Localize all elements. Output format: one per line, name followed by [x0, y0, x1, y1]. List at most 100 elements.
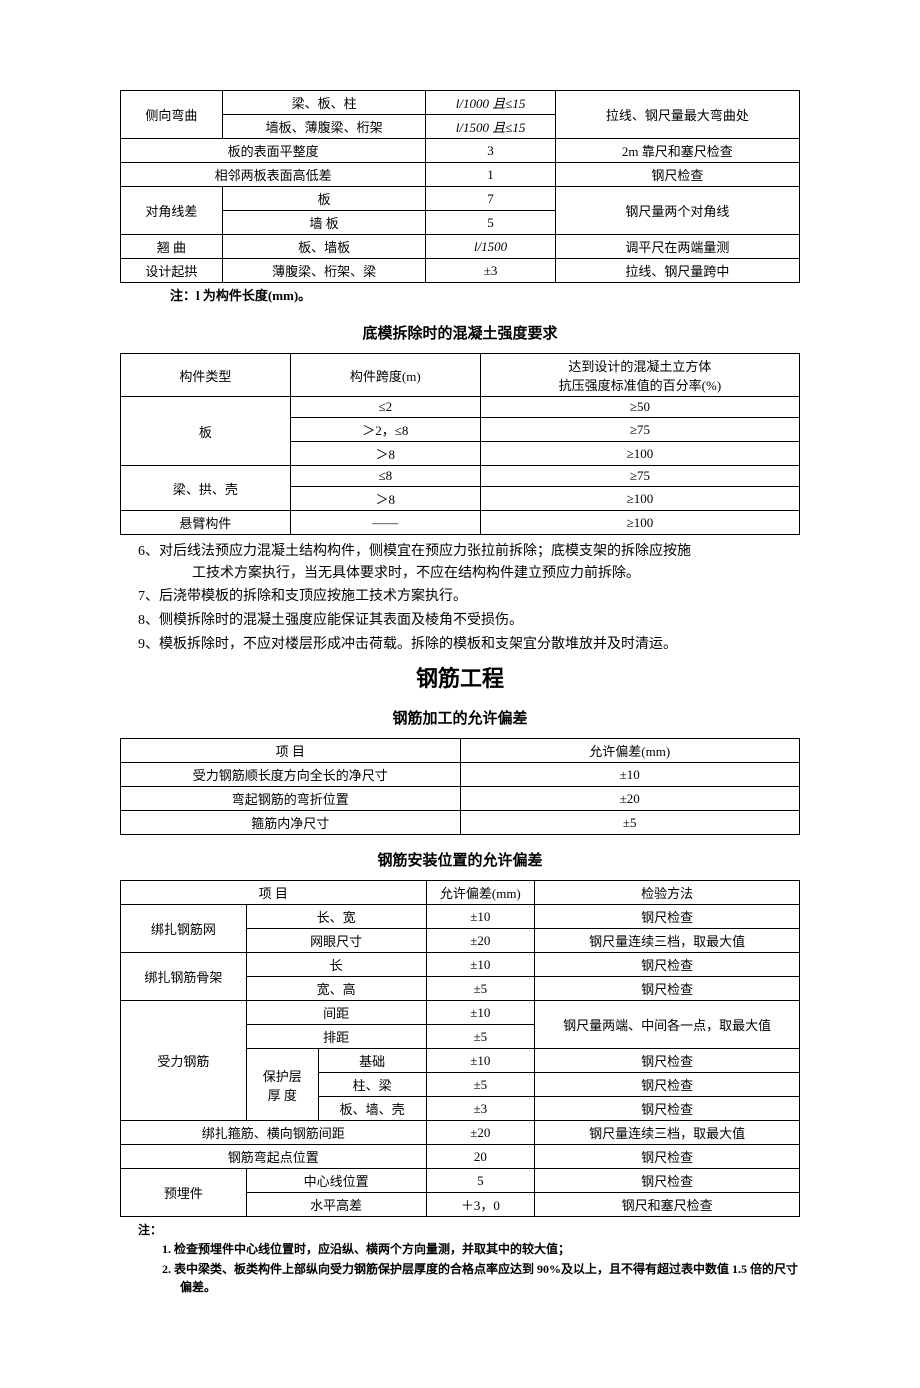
header-cell: 构件类型	[121, 354, 291, 397]
footnotes: 注： 1. 检查预埋件中心线位置时，应沿纵、横两个方向量测，并取其中的较大值； …	[120, 1217, 800, 1296]
cell: 钢尺检查	[535, 977, 800, 1001]
cell: 基础	[318, 1049, 426, 1073]
cell: ±10	[426, 1049, 535, 1073]
sub-label-l2: 厚 度	[268, 1088, 297, 1103]
cell: ±10	[426, 1001, 535, 1025]
table-row: 侧向弯曲 梁、板、柱 l/1000 且≤15 拉线、钢尺量最大弯曲处	[121, 91, 800, 115]
cell: ±5	[426, 1073, 535, 1097]
big-title: 钢筋工程	[120, 661, 800, 693]
cell: 梁、板、柱	[222, 91, 426, 115]
cell: ≤2	[290, 397, 480, 418]
cell: ——	[290, 511, 480, 535]
cell: 板、墙、壳	[318, 1097, 426, 1121]
cell: ±20	[426, 929, 535, 953]
table1-note: 注：l 为构件长度(mm)。	[120, 283, 800, 308]
cell: 宽、高	[246, 977, 426, 1001]
cell: 梁、拱、壳	[121, 466, 291, 511]
cell: 钢尺和塞尺检查	[535, 1193, 800, 1217]
cell-label: 翘 曲	[121, 235, 223, 259]
section4-title: 钢筋安装位置的允许偏差	[120, 849, 800, 870]
paragraph-6: 6、对后线法预应力混凝土结构构件，侧模宜在预应力张拉前拆除；底模支架的拆除应按施…	[138, 541, 800, 584]
cell: 弯起钢筋的弯折位置	[121, 787, 461, 811]
header-cell: 构件跨度(m)	[290, 354, 480, 397]
table-row: 设计起拱 薄腹梁、桁架、梁 ±3 拉线、钢尺量跨中	[121, 259, 800, 283]
cell: 悬臂构件	[121, 511, 291, 535]
cell: 板	[121, 397, 291, 466]
cell: 钢尺检查	[535, 953, 800, 977]
cell: 保护层 厚 度	[246, 1049, 318, 1121]
paragraph-8: 8、侧模拆除时的混凝土强度应能保证其表面及棱角不受损伤。	[138, 610, 800, 632]
cell: ±5	[460, 811, 800, 835]
cell: ±20	[426, 1121, 535, 1145]
cell: 网眼尺寸	[246, 929, 426, 953]
cell-label: 侧向弯曲	[121, 91, 223, 139]
table-row: 相邻两板表面高低差 1 钢尺检查	[121, 163, 800, 187]
cell: 板、墙板	[222, 235, 426, 259]
cell: 绑扎钢筋网	[121, 905, 247, 953]
paragraph-list: 6、对后线法预应力混凝土结构构件，侧模宜在预应力张拉前拆除；底模支架的拆除应按施…	[120, 535, 800, 655]
cell: 中心线位置	[246, 1169, 426, 1193]
table-row: 悬臂构件 —— ≥100	[121, 511, 800, 535]
cell: 柱、梁	[318, 1073, 426, 1097]
cell: 钢尺量连续三档，取最大值	[535, 1121, 800, 1145]
cell: ＞8	[290, 442, 480, 466]
cell: 7	[426, 187, 555, 211]
table-row: 预埋件 中心线位置 5 钢尺检查	[121, 1169, 800, 1193]
cell: 绑扎箍筋、横向钢筋间距	[121, 1121, 427, 1145]
cell: ≥75	[480, 466, 799, 487]
cell: ±10	[460, 763, 800, 787]
cell: ＞8	[290, 487, 480, 511]
cell: 钢尺检查	[555, 163, 799, 187]
rebar-processing-table: 项 目 允许偏差(mm) 受力钢筋顺长度方向全长的净尺寸 ±10 弯起钢筋的弯折…	[120, 738, 800, 835]
section2-title: 底模拆除时的混凝土强度要求	[120, 322, 800, 343]
precast-tolerance-table: 侧向弯曲 梁、板、柱 l/1000 且≤15 拉线、钢尺量最大弯曲处 墙板、薄腹…	[120, 90, 800, 283]
cell: 受力钢筋顺长度方向全长的净尺寸	[121, 763, 461, 787]
table-header-row: 构件类型 构件跨度(m) 达到设计的混凝土立方体 抗压强度标准值的百分率(%)	[121, 354, 800, 397]
header-cell: 允许偏差(mm)	[426, 881, 535, 905]
cell: ≥50	[480, 397, 799, 418]
cell: 钢尺检查	[535, 905, 800, 929]
cell: 钢尺检查	[535, 1073, 800, 1097]
header-cell: 项 目	[121, 739, 461, 763]
table-row: 绑扎钢筋骨架 长 ±10 钢尺检查	[121, 953, 800, 977]
cell: ±20	[460, 787, 800, 811]
cell: ≤8	[290, 466, 480, 487]
footnote-1: 1. 检查预埋件中心线位置时，应沿纵、横两个方向量测，并取其中的较大值；	[162, 1240, 800, 1258]
cell: 墙 板	[222, 211, 426, 235]
rebar-install-table: 项 目 允许偏差(mm) 检验方法 绑扎钢筋网 长、宽 ±10 钢尺检查 网眼尺…	[120, 880, 800, 1217]
table-row: 钢筋弯起点位置 20 钢尺检查	[121, 1145, 800, 1169]
cell: 板	[222, 187, 426, 211]
cell: 钢尺量两端、中间各一点，取最大值	[535, 1001, 800, 1049]
table-header-row: 项 目 允许偏差(mm)	[121, 739, 800, 763]
cell: 长、宽	[246, 905, 426, 929]
cell: ±10	[426, 953, 535, 977]
table-row: 受力钢筋 间距 ±10 钢尺量两端、中间各一点，取最大值	[121, 1001, 800, 1025]
cell: 板的表面平整度	[121, 139, 426, 163]
p6-line1: 6、对后线法预应力混凝土结构构件，侧模宜在预应力张拉前拆除；底模支架的拆除应按施	[138, 544, 691, 559]
table-row: 受力钢筋顺长度方向全长的净尺寸 ±10	[121, 763, 800, 787]
cell: 5	[426, 1169, 535, 1193]
header-cell: 允许偏差(mm)	[460, 739, 800, 763]
cell: 长	[246, 953, 426, 977]
cell: 箍筋内净尺寸	[121, 811, 461, 835]
cell: ≥100	[480, 442, 799, 466]
cell: 1	[426, 163, 555, 187]
cell: 水平高差	[246, 1193, 426, 1217]
cell: 拉线、钢尺量最大弯曲处	[555, 91, 799, 139]
cell: l/1000 且≤15	[426, 91, 555, 115]
table-row: 对角线差 板 7 钢尺量两个对角线	[121, 187, 800, 211]
paragraph-9: 9、模板拆除时，不应对楼层形成冲击荷载。拆除的模板和支架宜分散堆放并及时清运。	[138, 634, 800, 656]
header-cell: 检验方法	[535, 881, 800, 905]
cell: ≥100	[480, 511, 799, 535]
table-row: 绑扎钢筋网 长、宽 ±10 钢尺检查	[121, 905, 800, 929]
cell: 调平尺在两端量测	[555, 235, 799, 259]
footnote-head: 注：	[138, 1221, 800, 1238]
cell: ±10	[426, 905, 535, 929]
table-row: 翘 曲 板、墙板 l/1500 调平尺在两端量测	[121, 235, 800, 259]
cell: 钢尺检查	[535, 1145, 800, 1169]
sub-label-l1: 保护层	[263, 1069, 302, 1084]
cell: 钢尺检查	[535, 1049, 800, 1073]
cell: ±5	[426, 1025, 535, 1049]
cell: 2m 靠尺和塞尺检查	[555, 139, 799, 163]
cell: 钢尺量两个对角线	[555, 187, 799, 235]
